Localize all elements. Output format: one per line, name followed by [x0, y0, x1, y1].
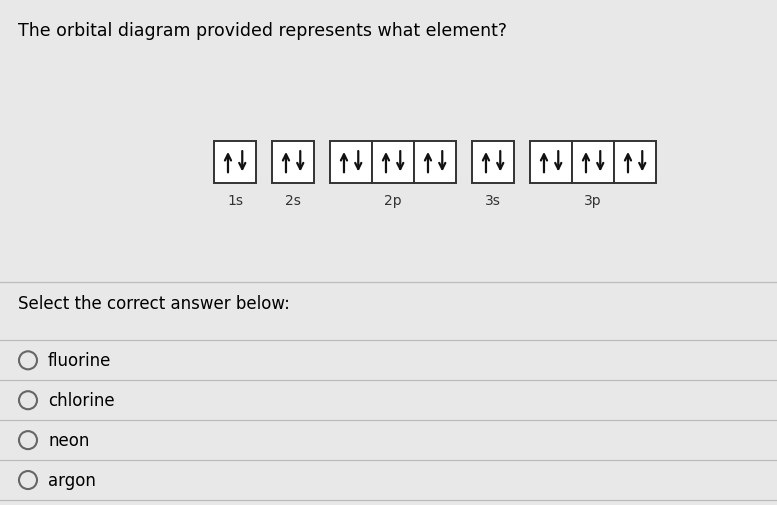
Text: 2p: 2p — [385, 193, 402, 207]
Bar — [572, 141, 614, 183]
Text: chlorine: chlorine — [48, 391, 115, 410]
Bar — [330, 141, 372, 183]
Bar — [372, 141, 414, 183]
Text: 3p: 3p — [584, 193, 602, 207]
Text: argon: argon — [48, 471, 96, 489]
Bar — [530, 141, 572, 183]
Text: 3s: 3s — [485, 193, 501, 207]
Text: neon: neon — [48, 431, 89, 449]
Text: fluorine: fluorine — [48, 351, 111, 370]
Bar — [272, 141, 314, 183]
Text: Select the correct answer below:: Select the correct answer below: — [18, 295, 290, 313]
Text: 2s: 2s — [285, 193, 301, 207]
Bar — [414, 141, 456, 183]
Bar — [214, 141, 256, 183]
Text: 1s: 1s — [227, 193, 243, 207]
Bar — [614, 141, 656, 183]
Text: The orbital diagram provided represents what element?: The orbital diagram provided represents … — [18, 22, 507, 40]
Bar — [472, 141, 514, 183]
